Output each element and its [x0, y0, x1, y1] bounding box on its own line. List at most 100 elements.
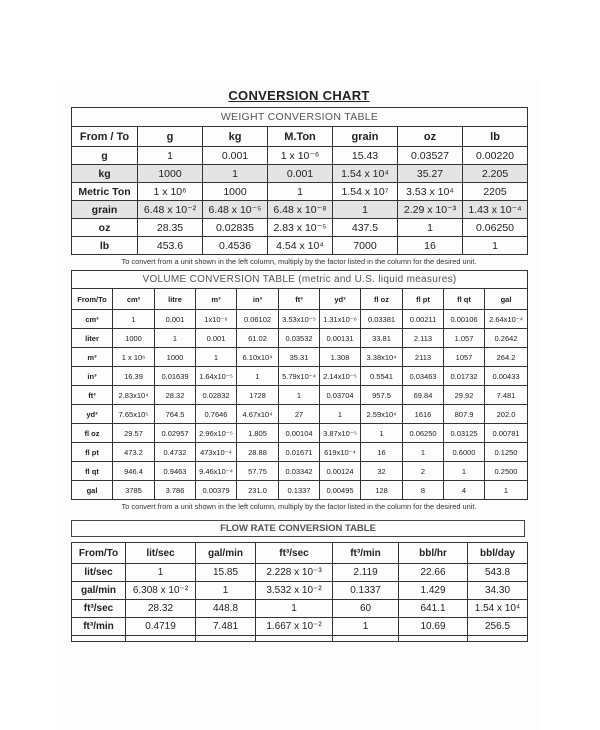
table-cell: 7000	[332, 236, 398, 255]
table-cell: 60	[332, 599, 399, 618]
table-cell: 0.7646	[195, 404, 237, 424]
table-cell: 28.35	[137, 218, 203, 237]
table-cell: 6.48 x 10⁻²	[137, 200, 203, 219]
column-header: fl qt	[443, 288, 485, 310]
table-cell: 256.5	[467, 617, 528, 636]
table-cell: 1	[154, 328, 196, 348]
table-cell: 1616	[402, 404, 444, 424]
table-cell: 1.057	[443, 328, 485, 348]
table-cell: 2.29 x 10⁻³	[397, 200, 463, 219]
table-cell: 0.9463	[154, 461, 196, 481]
table-cell: 16	[360, 442, 403, 462]
table-cell: 28.88	[236, 442, 279, 462]
row-header: m³	[71, 347, 113, 367]
table-cell: 437.5	[332, 218, 398, 237]
table-cell: 0.6000	[443, 442, 485, 462]
flow-table-caption: FLOW RATE CONVERSION TABLE	[71, 520, 525, 537]
table-row: grain 6.48 x 10⁻² 6.48 x 10⁻⁵ 6.48 x 10⁻⁸ 1 2…	[71, 200, 529, 219]
table-cell: 0.06102	[236, 309, 279, 329]
table-cell: 764.5	[154, 404, 196, 424]
table-row: gal 3785 3.786 0.00379 231.0 0.1337 0.00495 128…	[71, 480, 528, 500]
table-cell: 1 x 10⁶	[137, 182, 203, 201]
table-cell: 0.001	[202, 146, 268, 165]
table-cell: 0.00379	[195, 480, 237, 500]
table-cell: 29.57	[112, 423, 155, 443]
table-cell: 4	[443, 480, 485, 500]
table-cell: 0.00104	[278, 423, 320, 443]
table-cell: 0.00781	[484, 423, 528, 443]
table-cell: 202.0	[484, 404, 528, 424]
table-cell: 264.2	[484, 347, 528, 367]
table-row: kg 1000 1 0.001 1.54 x 10⁴ 35.27 2.205	[71, 164, 529, 183]
table-cell: 0.4536	[202, 236, 268, 255]
table-cell: 3785	[112, 480, 155, 500]
column-header: bbl/day	[467, 542, 528, 564]
table-cell: 69.84	[402, 385, 444, 405]
table-cell: 0.03463	[402, 366, 444, 386]
table-row: fl pt 473.2 0.4732 473x10⁻⁴ 28.88 0.01671 619x…	[71, 442, 528, 462]
table-cell	[332, 635, 399, 642]
table-cell: 1	[332, 200, 398, 219]
table-cell: 807.9	[443, 404, 485, 424]
table-cell: 6.308 x 10⁻²	[125, 581, 196, 600]
table-cell: 28.32	[125, 599, 196, 618]
table-cell: 22.66	[398, 563, 468, 582]
table-cell: 1.54 x 10⁷	[332, 182, 398, 201]
table-cell: 6.48 x 10⁻⁵	[202, 200, 268, 219]
table-cell: 0.03342	[278, 461, 320, 481]
table-cell: 16.39	[112, 366, 155, 386]
row-header: gal/min	[71, 581, 126, 600]
table-cell: 3.87x10⁻⁵	[319, 423, 361, 443]
table-cell: 453.6	[137, 236, 203, 255]
table-cell: 0.00106	[443, 309, 485, 329]
table-cell: 1.429	[398, 581, 468, 600]
table-cell: 0.001	[267, 164, 333, 183]
table-cell: 32	[360, 461, 403, 481]
table-cell: 0.06250	[461, 218, 529, 237]
table-cell: 57.75	[236, 461, 279, 481]
table-row: g 1 0.001 1 x 10⁻⁶ 15.43 0.03527 0.00220	[71, 146, 529, 165]
column-header: ft³/sec	[255, 542, 333, 564]
table-cell: 1.64x10⁻⁵	[195, 366, 237, 386]
table-cell: 1000	[154, 347, 196, 367]
table-row: ft³/min 0.4719 7.481 1.667 x 10⁻² 1 10.69 256.…	[71, 617, 528, 636]
table-cell: 946.4	[112, 461, 155, 481]
column-header: m³	[195, 288, 237, 310]
table-cell: 16	[397, 236, 463, 255]
table-cell: 9.46x10⁻⁴	[195, 461, 237, 481]
table-row: liter 1000 1 0.001 61.02 0.03532 0.00131 33.81 2…	[71, 328, 528, 348]
table-row: fl oz 29.57 0.02957 2.96x10⁻⁵ 1.805 0.00104 3.…	[71, 423, 528, 443]
table-cell: 0.06250	[402, 423, 444, 443]
row-header: oz	[71, 218, 138, 237]
table-cell: 1	[202, 164, 268, 183]
row-header: ft³/min	[71, 617, 126, 636]
column-header: g	[137, 126, 203, 147]
table-cell: 2.205	[461, 164, 529, 183]
table-cell: 1.54 x 10⁴	[467, 599, 528, 618]
table-cell: 1	[278, 385, 320, 405]
table-cell	[195, 635, 256, 642]
table-cell: 619x10⁻⁴	[319, 442, 361, 462]
table-cell: 1	[125, 563, 196, 582]
table-cell: 7.481	[195, 617, 256, 636]
row-header: fl oz	[71, 423, 113, 443]
table-cell: 2.64x10⁻⁴	[484, 309, 528, 329]
table-row: oz 28.35 0.02835 2.83 x 10⁻⁵ 437.5 1 0.06250	[71, 218, 529, 237]
page-title: CONVERSION CHART	[228, 88, 370, 103]
column-header: gal/min	[195, 542, 256, 564]
table-cell: 35.31	[278, 347, 320, 367]
row-header: lit/sec	[71, 563, 126, 582]
table-cell: 0.03125	[443, 423, 485, 443]
table-row: yd³ 7.65x10⁵ 764.5 0.7646 4.67x10⁴ 27 1 2.59x10…	[71, 404, 528, 424]
table-cell: 1 x 10⁻⁶	[267, 146, 333, 165]
table-cell: 0.01639	[154, 366, 196, 386]
volume-table-note: To convert from a unit shown in the left…	[121, 502, 477, 511]
table-cell: 0.01671	[278, 442, 320, 462]
table-row: in³ 16.39 0.01639 1.64x10⁻⁵ 1 5.79x10⁻⁴ 2.14x1…	[71, 366, 528, 386]
header-row: From/To lit/sec gal/min ft³/sec ft³/min bbl/h…	[71, 542, 528, 564]
table-cell: 15.43	[332, 146, 398, 165]
table-cell: 0.001	[154, 309, 196, 329]
table-cell: 6.48 x 10⁻⁸	[267, 200, 333, 219]
table-cell: 473.2	[112, 442, 155, 462]
table-cell: 0.4719	[125, 617, 196, 636]
